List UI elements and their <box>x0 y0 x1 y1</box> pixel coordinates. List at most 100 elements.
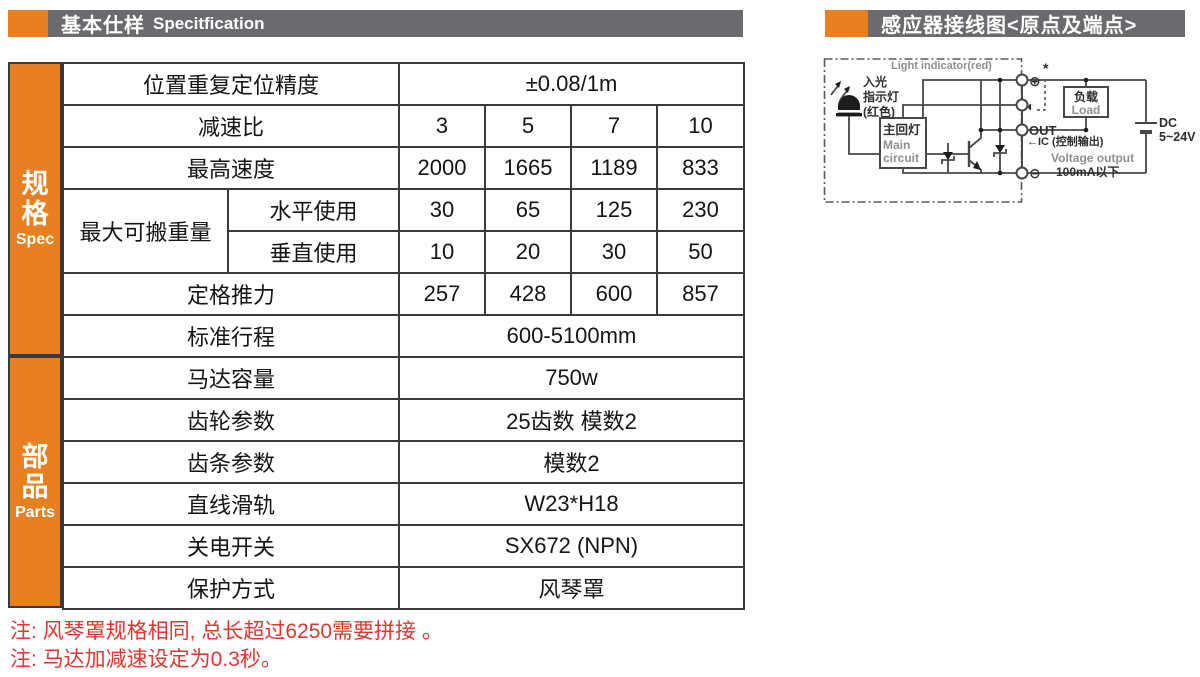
left-header-title-cn: 基本仕样 <box>61 15 145 37</box>
label-cell: 最大可搬重量 <box>62 188 229 274</box>
value-cell: SX672 (NPN) <box>398 524 745 568</box>
value-cell: 50 <box>656 230 745 274</box>
dc-label-line2: 5~24V <box>1159 130 1196 144</box>
row-protection: 保护方式 风琴罩 <box>62 566 745 610</box>
main-circuit-label-en1: Main <box>883 138 910 152</box>
value-cell: 1665 <box>484 146 572 190</box>
sidebar-section-spec: 规格 Spec <box>8 62 62 356</box>
sidebar-parts-label-en: Parts <box>14 504 56 522</box>
row-rack: 齿条参数 模数2 <box>62 440 745 484</box>
value-cell: 125 <box>570 188 658 232</box>
load-box <box>1063 86 1109 118</box>
label-cell: 保护方式 <box>62 566 400 610</box>
row-max-speed: 最高速度 2000 1665 1189 833 <box>62 146 745 190</box>
label-cell: 垂直使用 <box>227 230 400 274</box>
value-cell: 230 <box>656 188 745 232</box>
value-cell: W23*H18 <box>398 482 745 526</box>
terminal-star: * <box>1043 60 1049 76</box>
value-cell: 2000 <box>398 146 486 190</box>
ic-output-label: ←IC (控制输出) <box>1027 134 1104 148</box>
value-cell: 5 <box>484 104 572 148</box>
label-cell: 马达容量 <box>62 356 400 400</box>
row-rated-thrust: 定格推力 257 428 600 857 <box>62 272 745 316</box>
row-motor: 马达容量 750w <box>62 356 745 400</box>
sidebar-parts-label-cn: 部品 <box>21 441 49 502</box>
label-cell: 定格推力 <box>62 272 400 316</box>
label-cell: 直线滑轨 <box>62 482 400 526</box>
terminal-plus-symbol: ⊕ <box>1029 73 1041 89</box>
right-header-orange-block <box>825 10 868 37</box>
led-icon <box>836 95 862 121</box>
battery-icon <box>1135 122 1157 134</box>
main-circuit-box <box>879 117 927 169</box>
value-cell: 10 <box>398 230 486 274</box>
row-stroke: 标准行程 600-5100mm <box>62 314 745 358</box>
main-circuit-label-en2: circuit <box>883 151 919 165</box>
value-cell: 257 <box>398 272 486 316</box>
row-payload-vertical: 垂直使用 10 20 30 50 <box>63 230 745 274</box>
light-indicator-label: Light indicator(red) <box>891 60 992 72</box>
value-cell: 857 <box>656 272 745 316</box>
value-cell: 30 <box>570 230 658 274</box>
row-reduction-ratio: 减速比 3 5 7 10 <box>62 104 745 148</box>
label-cell: 减速比 <box>62 104 400 148</box>
row-payload-horizontal: 最大可搬重量 水平使用 30 65 125 230 <box>62 188 745 274</box>
value-cell: 833 <box>656 146 745 190</box>
label-cell: 齿条参数 <box>62 440 400 484</box>
voltage-output-label: Voltage output <box>1051 151 1134 165</box>
sidebar-spec-label-cn: 规格 <box>21 168 49 229</box>
value-cell: ±0.08/1m <box>398 62 745 106</box>
label-cell: 关电开关 <box>62 524 400 568</box>
light-arrows-icon <box>830 81 850 101</box>
transistor-icon <box>967 141 981 170</box>
label-cell: 水平使用 <box>227 188 400 232</box>
value-cell: 600-5100mm <box>398 314 745 358</box>
terminal-minus-symbol: ⊖ <box>1029 165 1041 181</box>
value-cell: 428 <box>484 272 572 316</box>
value-cell: 20 <box>484 230 572 274</box>
footnote-1: 注: 风琴罩规格相同, 总长超过6250需要拼接 。 <box>10 620 443 643</box>
value-cell: 25齿数 模数2 <box>398 398 745 442</box>
main-circuit-label-cn: 主回灯 <box>883 122 921 137</box>
value-cell: 750w <box>398 356 745 400</box>
led-label-line3: (红色) <box>863 104 895 119</box>
left-header-bar: 基本仕样 Specitfication <box>48 10 743 37</box>
terminal-circles <box>1015 73 1029 180</box>
led-label-line2: 指示灯 <box>863 89 899 104</box>
led-label-line1: 入光 <box>863 74 887 89</box>
sidebar-section-parts: 部品 Parts <box>8 356 62 608</box>
spec-table: 位置重复定位精度 ±0.08/1m 减速比 3 5 7 10 最高速度 2000… <box>62 62 745 610</box>
sidebar-spec-label-en: Spec <box>15 231 55 249</box>
right-header-bar: 感应器接线图<原点及端点> <box>868 10 1185 37</box>
junction-dots <box>945 77 1089 176</box>
current-limit-label: 100mA以下 <box>1056 165 1119 179</box>
value-cell: 30 <box>398 188 486 232</box>
label-cell: 标准行程 <box>62 314 400 358</box>
value-cell: 1189 <box>570 146 658 190</box>
dc-label-line1: DC <box>1159 116 1177 130</box>
label-cell: 齿轮参数 <box>62 398 400 442</box>
value-cell: 600 <box>570 272 658 316</box>
load-label-en: Load <box>1072 103 1101 117</box>
dashed-connector <box>1037 81 1046 111</box>
value-cell: 65 <box>484 188 572 232</box>
wires <box>848 79 1147 174</box>
footnote-2: 注: 马达加减速设定为0.3秒。 <box>10 648 282 671</box>
sensor-wiring-diagram: Light indicator(red) 入光 指示灯 (红色) 主回灯 Mai… <box>823 58 1196 203</box>
row-switch: 关电开关 SX672 (NPN) <box>62 524 745 568</box>
left-header-title-en: Specitfication <box>153 13 265 33</box>
label-cell: 最高速度 <box>62 146 400 190</box>
row-precision: 位置重复定位精度 ±0.08/1m <box>62 62 745 106</box>
zener-diode-icon <box>941 143 955 173</box>
terminal-half-symbol: ◐ <box>1027 98 1035 114</box>
row-gear: 齿轮参数 25齿数 模数2 <box>62 398 745 442</box>
value-cell: 风琴罩 <box>398 566 745 610</box>
load-label-cn: 负载 <box>1074 89 1098 104</box>
value-cell: 7 <box>570 104 658 148</box>
zener-diode-icon <box>993 80 1007 173</box>
left-header-orange-block <box>8 10 48 37</box>
terminal-out-label: OUT <box>1029 123 1057 138</box>
value-cell: 模数2 <box>398 440 745 484</box>
value-cell: 3 <box>398 104 486 148</box>
